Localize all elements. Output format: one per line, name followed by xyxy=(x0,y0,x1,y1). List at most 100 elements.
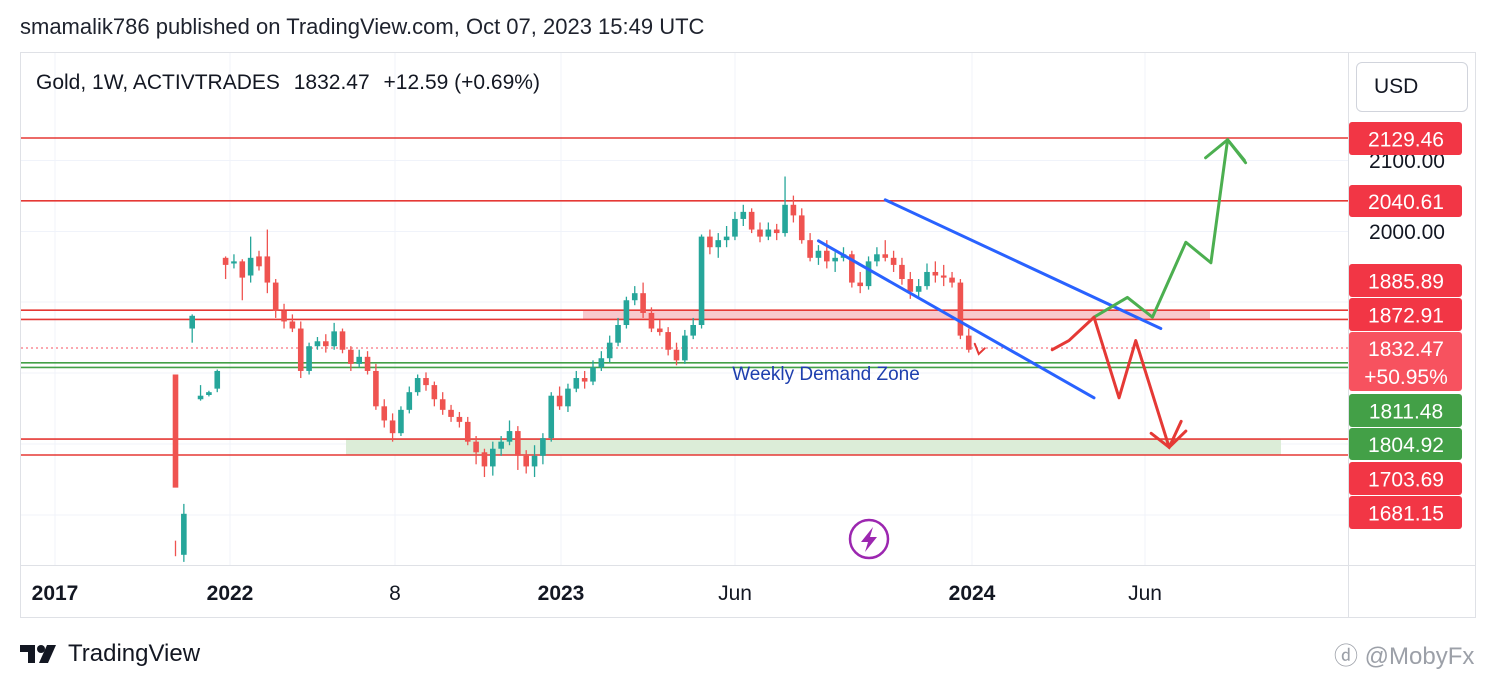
candle-body-91 xyxy=(932,271,939,276)
candle-body-86 xyxy=(890,257,897,265)
candle-body-75 xyxy=(798,215,805,241)
price-tag-value-6: 1804.92 xyxy=(1368,434,1444,457)
price-tag-bg-7 xyxy=(1349,462,1462,495)
price-tag-value-8: 1681.15 xyxy=(1368,503,1444,526)
candle-body-9 xyxy=(247,257,254,276)
x-tick-label-5: 2024 xyxy=(949,582,996,605)
grid-lines xyxy=(21,53,1348,565)
candle-body-68 xyxy=(740,211,747,219)
price-tag-8: 1681.15 xyxy=(1349,496,1462,529)
price-tag-bg-8 xyxy=(1349,496,1462,529)
x-tick-label-3: 2023 xyxy=(538,582,585,605)
price-tag-bg-4 xyxy=(1349,332,1462,391)
candle-body-10 xyxy=(256,256,262,267)
candle-body-28 xyxy=(406,392,413,410)
x-tick-label-0: 2017 xyxy=(32,582,79,605)
tradingview-brand[interactable]: TradingView xyxy=(20,640,200,668)
candle-body-37 xyxy=(481,452,488,467)
price-tag-bg-5 xyxy=(1349,394,1462,427)
candle-body-3 xyxy=(197,395,204,400)
x-tick-label-1: 2022 xyxy=(207,582,254,605)
candle-body-30 xyxy=(423,378,429,386)
candle-body-85 xyxy=(882,254,889,258)
candle-body-76 xyxy=(807,240,813,258)
price-tag-3: 1872.91 xyxy=(1349,298,1462,331)
candle-body-64 xyxy=(707,236,713,248)
candle-body-17 xyxy=(314,341,321,347)
plot-area: Weekly Demand Zone xyxy=(21,137,1348,562)
chart-frame xyxy=(20,52,1476,618)
price-tag-value-3: 1872.91 xyxy=(1368,305,1444,328)
price-tag-1: 2040.61 xyxy=(1349,185,1462,217)
candle-body-94 xyxy=(957,282,964,336)
candle-body-2 xyxy=(189,315,195,329)
price-tag-7: 1703.69 xyxy=(1349,462,1462,495)
candle-body-36 xyxy=(473,441,479,453)
candle-body-19 xyxy=(331,331,337,347)
price-tag-value-4: 1832.47 xyxy=(1368,338,1444,361)
price-tag-2: 1885.89 xyxy=(1349,264,1462,297)
candle-body-41 xyxy=(515,431,521,456)
candle-body-71 xyxy=(765,229,772,237)
candle-body-46 xyxy=(556,395,563,407)
candle-body-48 xyxy=(573,378,580,389)
candle-body-70 xyxy=(757,229,763,237)
candle-body-11 xyxy=(264,256,271,283)
candle-body-49 xyxy=(581,378,588,382)
candle-body-90 xyxy=(924,271,930,287)
flash-icon-bolt xyxy=(861,527,877,552)
candle-body-54 xyxy=(623,300,630,325)
channel-lower-line xyxy=(816,239,1096,400)
x-tick-label-2: 8 xyxy=(389,582,401,605)
candle-body-6 xyxy=(222,257,229,265)
candle-body-74 xyxy=(790,204,797,216)
candle-body-34 xyxy=(456,416,463,422)
price-tag-value-7: 1703.69 xyxy=(1368,469,1444,492)
candle-body-72 xyxy=(773,229,780,234)
candle-body-61 xyxy=(682,335,688,361)
arrow-head-up xyxy=(1204,137,1248,165)
candle-body-66 xyxy=(723,236,730,241)
candle-body-21 xyxy=(348,349,354,364)
candle-body-42 xyxy=(523,455,529,467)
x-tick-label-4: Jun xyxy=(718,582,752,605)
candle-body-56 xyxy=(640,293,646,313)
currency-button[interactable]: USD xyxy=(1356,62,1468,112)
candle-body-15 xyxy=(297,328,304,371)
price-tag-value-2: 1885.89 xyxy=(1368,271,1444,294)
candle-body-58 xyxy=(657,328,663,333)
candle-body-32 xyxy=(439,399,446,410)
candle-body-73 xyxy=(782,204,788,234)
candle-body-69 xyxy=(748,211,755,230)
price-tag-bg-1 xyxy=(1349,185,1462,217)
candle-body-22 xyxy=(356,356,362,364)
candle-body-60 xyxy=(673,349,680,361)
price-tag-sub-4: +50.95% xyxy=(1364,366,1448,389)
y-tick-label-0: 2100.00 xyxy=(1369,150,1445,173)
symbol-name: Gold, 1W, ACTIVTRADES xyxy=(36,71,280,94)
candle-body-88 xyxy=(907,279,914,292)
candle-body-84 xyxy=(874,254,880,262)
price-tag-value-5: 1811.48 xyxy=(1369,401,1443,424)
candle-body-39 xyxy=(498,441,504,449)
symbol-price: 1832.47 xyxy=(293,71,370,94)
candle-body-79 xyxy=(832,257,838,262)
candle-body-31 xyxy=(431,385,438,400)
candle-body-23 xyxy=(364,356,371,371)
price-tag-value-0: 2129.46 xyxy=(1368,129,1444,152)
brand-label: TradingView xyxy=(68,640,201,667)
small-arrow xyxy=(973,342,986,356)
candle-body-12 xyxy=(272,282,279,311)
candle-body-7 xyxy=(231,261,237,264)
candle-body-18 xyxy=(323,341,329,347)
candle-body-52 xyxy=(606,342,613,359)
price-tag-bg-2 xyxy=(1349,264,1462,297)
candle-body-16 xyxy=(306,346,312,371)
candle-body-44 xyxy=(540,438,546,456)
price-tag-0: 2129.46 xyxy=(1349,122,1462,155)
candle-body-40 xyxy=(506,431,513,442)
author-watermark: ⓓ @MobyFx xyxy=(1334,643,1475,670)
publisher-line: smamalik786 published on TradingView.com… xyxy=(20,14,705,39)
candle-body-5 xyxy=(214,370,221,389)
